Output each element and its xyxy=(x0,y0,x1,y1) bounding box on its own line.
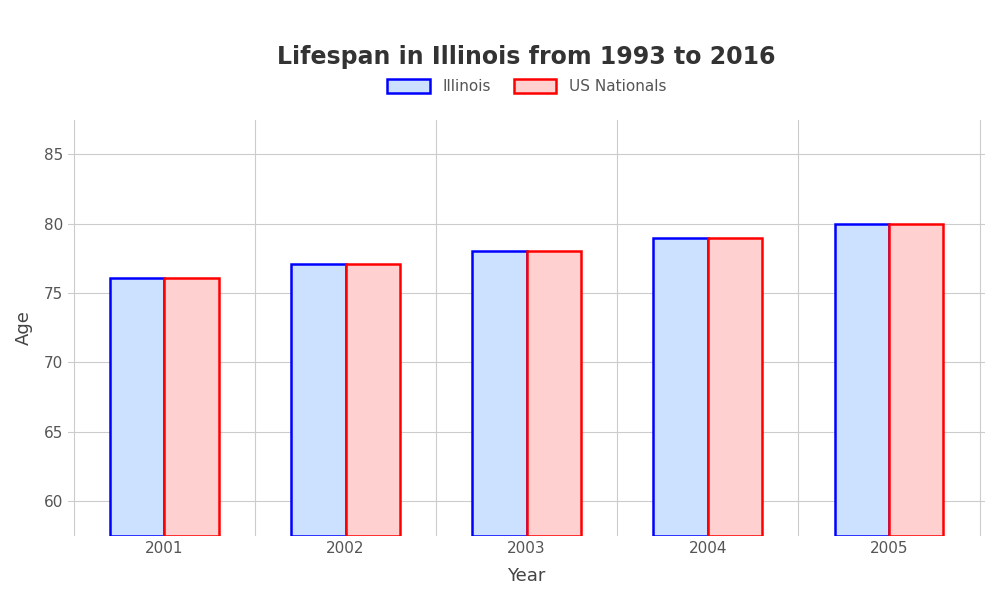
X-axis label: Year: Year xyxy=(507,567,546,585)
Bar xyxy=(708,238,762,536)
Title: Lifespan in Illinois from 1993 to 2016: Lifespan in Illinois from 1993 to 2016 xyxy=(277,45,776,69)
Bar xyxy=(110,278,164,536)
Bar xyxy=(346,264,400,536)
Y-axis label: Age: Age xyxy=(15,310,33,345)
Bar xyxy=(653,238,708,536)
Bar xyxy=(835,224,889,536)
Bar xyxy=(164,278,219,536)
Bar xyxy=(889,224,943,536)
Legend: Illinois, US Nationals: Illinois, US Nationals xyxy=(381,73,672,100)
Bar xyxy=(527,251,581,536)
Bar xyxy=(472,251,527,536)
Bar xyxy=(291,264,346,536)
